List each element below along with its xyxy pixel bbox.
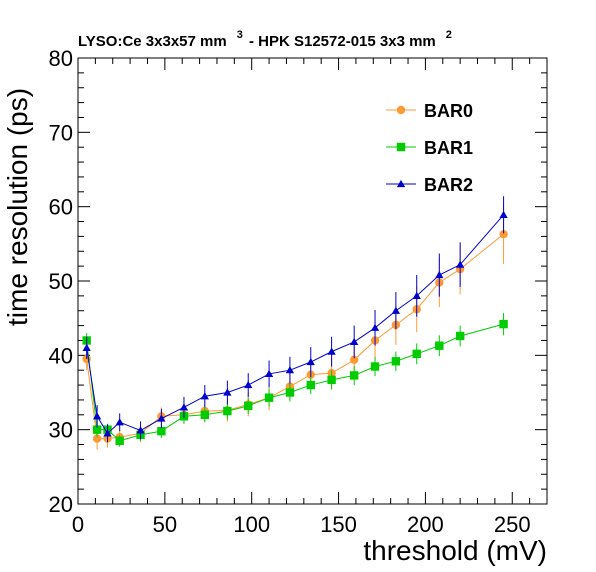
chart-title-superscript-1: 3 bbox=[237, 29, 243, 41]
data-point-bar1 bbox=[435, 341, 444, 350]
chart-title-superscript-2: 2 bbox=[446, 29, 452, 41]
y-tick-label: 40 bbox=[49, 343, 73, 368]
data-point-bar2 bbox=[499, 210, 508, 218]
data-point-bar0 bbox=[499, 229, 508, 239]
legend-marker-bar2 bbox=[396, 179, 406, 188]
data-point-bar2 bbox=[435, 270, 444, 279]
y-tick-label: 70 bbox=[49, 120, 73, 145]
y-tick-label: 50 bbox=[49, 269, 73, 294]
data-point-bar1 bbox=[391, 357, 401, 366]
data-point-bar2 bbox=[327, 347, 336, 355]
legend-label-bar1: BAR1 bbox=[424, 138, 473, 158]
y-tick-label: 80 bbox=[49, 46, 73, 71]
legend: BAR0 BAR1 BAR2 bbox=[386, 101, 473, 195]
data-point-bar2 bbox=[157, 414, 166, 422]
data-point-bar1 bbox=[157, 426, 166, 436]
data-point-bar0 bbox=[349, 355, 359, 364]
series-layer bbox=[82, 196, 508, 450]
data-point-bar0 bbox=[92, 434, 102, 443]
series-bar1 bbox=[82, 312, 508, 447]
data-point-bar1 bbox=[349, 371, 359, 380]
x-tick-label: 200 bbox=[407, 512, 444, 537]
data-point-bar2 bbox=[92, 412, 102, 420]
data-point-bar2 bbox=[350, 337, 359, 346]
data-point-bar1 bbox=[455, 331, 465, 341]
data-point-bar1 bbox=[499, 319, 508, 329]
data-point-bar1 bbox=[115, 436, 124, 446]
data-point-bar2 bbox=[103, 429, 112, 437]
data-point-bar1 bbox=[200, 410, 210, 419]
data-point-bar2 bbox=[115, 418, 124, 426]
x-tick-label: 250 bbox=[494, 512, 531, 537]
y-axis-title: time resolution (ps) bbox=[2, 88, 33, 326]
data-point-bar2 bbox=[456, 260, 465, 268]
data-point-bar1 bbox=[412, 349, 421, 359]
y-tick-label: 30 bbox=[49, 418, 73, 443]
data-point-bar1 bbox=[327, 375, 336, 385]
y-tick-label: 20 bbox=[49, 492, 73, 517]
data-point-bar1 bbox=[244, 401, 253, 411]
legend-label-bar2: BAR2 bbox=[424, 175, 473, 195]
x-tick-label: 0 bbox=[72, 512, 84, 537]
data-point-bar1 bbox=[306, 380, 315, 390]
data-point-bar2 bbox=[223, 388, 232, 396]
x-tick-label: 100 bbox=[233, 512, 270, 537]
data-point-bar2 bbox=[179, 403, 189, 411]
data-point-bar2 bbox=[136, 426, 145, 434]
chart-title-middle: - HPK S12572-015 3x3 mm bbox=[245, 33, 436, 50]
legend-marker-bar0 bbox=[396, 105, 406, 115]
data-point-bar2 bbox=[264, 369, 274, 378]
data-point-bar2 bbox=[306, 357, 315, 366]
chart-title: LYSO:Ce 3x3x57 mm 3 - HPK S12572-015 3x3 … bbox=[78, 29, 452, 50]
legend-label-bar0: BAR0 bbox=[424, 101, 473, 121]
data-point-bar2 bbox=[370, 323, 380, 331]
x-tick-label: 150 bbox=[320, 512, 357, 537]
data-point-bar2 bbox=[200, 392, 209, 400]
data-point-bar1 bbox=[285, 388, 295, 397]
y-tick-label: 60 bbox=[49, 195, 73, 220]
data-point-bar1 bbox=[370, 362, 380, 371]
x-axis-title: threshold (mV) bbox=[363, 535, 547, 566]
data-point-bar2 bbox=[391, 306, 401, 314]
series-bar2 bbox=[82, 196, 508, 443]
data-point-bar1 bbox=[264, 393, 274, 402]
data-point-bar2 bbox=[244, 380, 253, 389]
axis-ticks: 0 50 100 150 200 250 20 30 40 50 60 70 80 bbox=[49, 46, 548, 537]
data-point-bar1 bbox=[92, 425, 102, 434]
data-point-bar2 bbox=[82, 343, 91, 352]
data-point-bar1 bbox=[223, 406, 232, 416]
data-point-bar2 bbox=[285, 366, 295, 374]
x-tick-label: 50 bbox=[153, 512, 177, 537]
legend-marker-bar1 bbox=[396, 142, 406, 152]
data-point-bar2 bbox=[412, 291, 421, 299]
